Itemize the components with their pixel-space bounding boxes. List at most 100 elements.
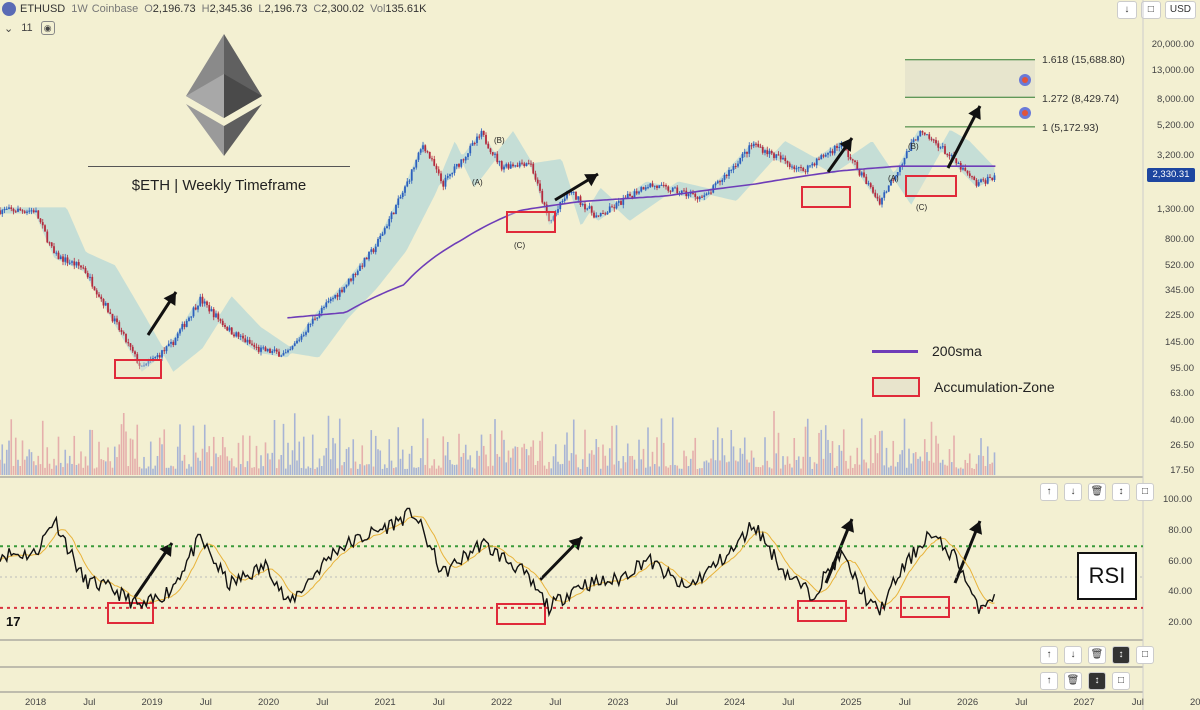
candle	[764, 150, 766, 153]
volume-bar	[282, 423, 285, 475]
candle	[413, 167, 415, 170]
close-value: 2,300.02	[321, 3, 365, 15]
download-icon[interactable]: ↓	[1116, 1, 1137, 19]
indicators-toggle[interactable]: ⌄ 11 ◉	[4, 21, 55, 35]
volume-bar	[413, 467, 415, 475]
candle	[77, 262, 80, 266]
candle	[350, 278, 352, 281]
candle	[469, 145, 472, 154]
price-tick-label: 520.00	[1164, 259, 1194, 271]
volume-bar	[37, 455, 40, 475]
maximize-icon[interactable]: □	[1136, 646, 1154, 664]
candle	[849, 157, 852, 160]
candle	[316, 317, 319, 319]
delete-icon[interactable]: 🗑	[1088, 646, 1106, 664]
candle	[170, 341, 172, 344]
candle	[478, 136, 481, 138]
volume-bar	[822, 458, 825, 475]
chevron-down-icon[interactable]: ⌄	[4, 22, 14, 35]
volume-bar	[478, 455, 481, 475]
volume-bar	[368, 464, 370, 475]
volume-bar	[156, 455, 159, 475]
volume-bar	[80, 451, 82, 475]
candle	[622, 197, 625, 205]
volume-bar	[606, 465, 609, 475]
volume-bar	[521, 447, 523, 475]
volume-bar	[167, 467, 170, 475]
candle	[309, 323, 312, 325]
currency-selector[interactable]: USD	[1164, 1, 1196, 19]
candle	[120, 330, 123, 333]
volume-bar	[91, 429, 94, 475]
move-up-icon[interactable]: ↑	[1040, 672, 1058, 690]
volume-bar	[266, 453, 269, 475]
candle	[989, 176, 991, 178]
candle	[284, 352, 287, 354]
candle	[264, 347, 267, 352]
volume-bar	[719, 460, 721, 475]
candle	[482, 130, 485, 135]
candle	[566, 191, 568, 199]
candle	[491, 152, 494, 155]
volume-bar	[320, 465, 323, 475]
candle	[154, 356, 157, 359]
maximize-icon[interactable]: □	[1112, 672, 1130, 690]
move-down-icon[interactable]: ↓	[1064, 483, 1082, 501]
volume-bar	[460, 456, 463, 475]
candle	[858, 168, 861, 176]
volume-bar	[73, 435, 76, 475]
volume-bar	[489, 434, 492, 475]
candle	[399, 196, 402, 199]
candle	[338, 289, 341, 297]
candle	[163, 350, 166, 352]
fib-1272-label: 1.272 (8,429.74)	[1042, 93, 1120, 105]
move-up-icon[interactable]: ↑	[1040, 483, 1058, 501]
collapse-icon[interactable]: ↕	[1112, 646, 1130, 664]
candle	[26, 211, 28, 213]
wave-label-c: (C)	[916, 203, 928, 212]
rsi-tick-label: 40.00	[1168, 586, 1192, 598]
interval[interactable]: 1W	[71, 3, 88, 15]
candle	[471, 142, 474, 146]
candle	[464, 156, 467, 161]
fib-1-label: 1 (5,172.93)	[1042, 122, 1099, 134]
collapse-icon[interactable]: ↕	[1088, 672, 1106, 690]
symbol-name[interactable]: ETHUSD	[20, 3, 66, 15]
volume-bar	[104, 461, 107, 475]
maximize-icon[interactable]: □	[1136, 483, 1154, 501]
candle	[329, 298, 332, 301]
move-up-icon[interactable]: ↑	[1040, 646, 1058, 664]
eye-icon[interactable]: ◉	[40, 21, 55, 35]
accumulation-zone-box	[506, 211, 556, 233]
candle	[185, 320, 188, 327]
volume-bar	[287, 442, 289, 475]
candle	[782, 157, 784, 160]
delete-icon[interactable]: 🗑	[1064, 672, 1082, 690]
candle	[370, 249, 373, 252]
candle	[633, 191, 636, 198]
candle	[57, 252, 60, 260]
volume-bar	[311, 434, 314, 475]
volume-bar	[327, 415, 330, 475]
volume-bar	[46, 447, 49, 475]
candle	[874, 192, 877, 197]
collapse-icon[interactable]: ↕	[1112, 483, 1130, 501]
candle	[971, 176, 973, 178]
fullscreen-icon[interactable]: □	[1140, 1, 1161, 19]
volume-bar	[280, 454, 283, 475]
volume-bar	[215, 453, 217, 475]
volume-bar	[687, 466, 690, 475]
move-down-icon[interactable]: ↓	[1064, 646, 1082, 664]
volume-bar	[514, 446, 517, 475]
volume-bar	[392, 467, 395, 475]
volume-bar	[437, 465, 440, 475]
volume-bar	[959, 467, 962, 475]
candle	[518, 162, 521, 167]
candle	[917, 136, 919, 141]
volume-bar	[388, 439, 391, 475]
volume-bar	[284, 468, 287, 475]
volume-bar	[597, 447, 600, 475]
volume-bar	[230, 458, 233, 475]
delete-icon[interactable]: 🗑	[1088, 483, 1106, 501]
